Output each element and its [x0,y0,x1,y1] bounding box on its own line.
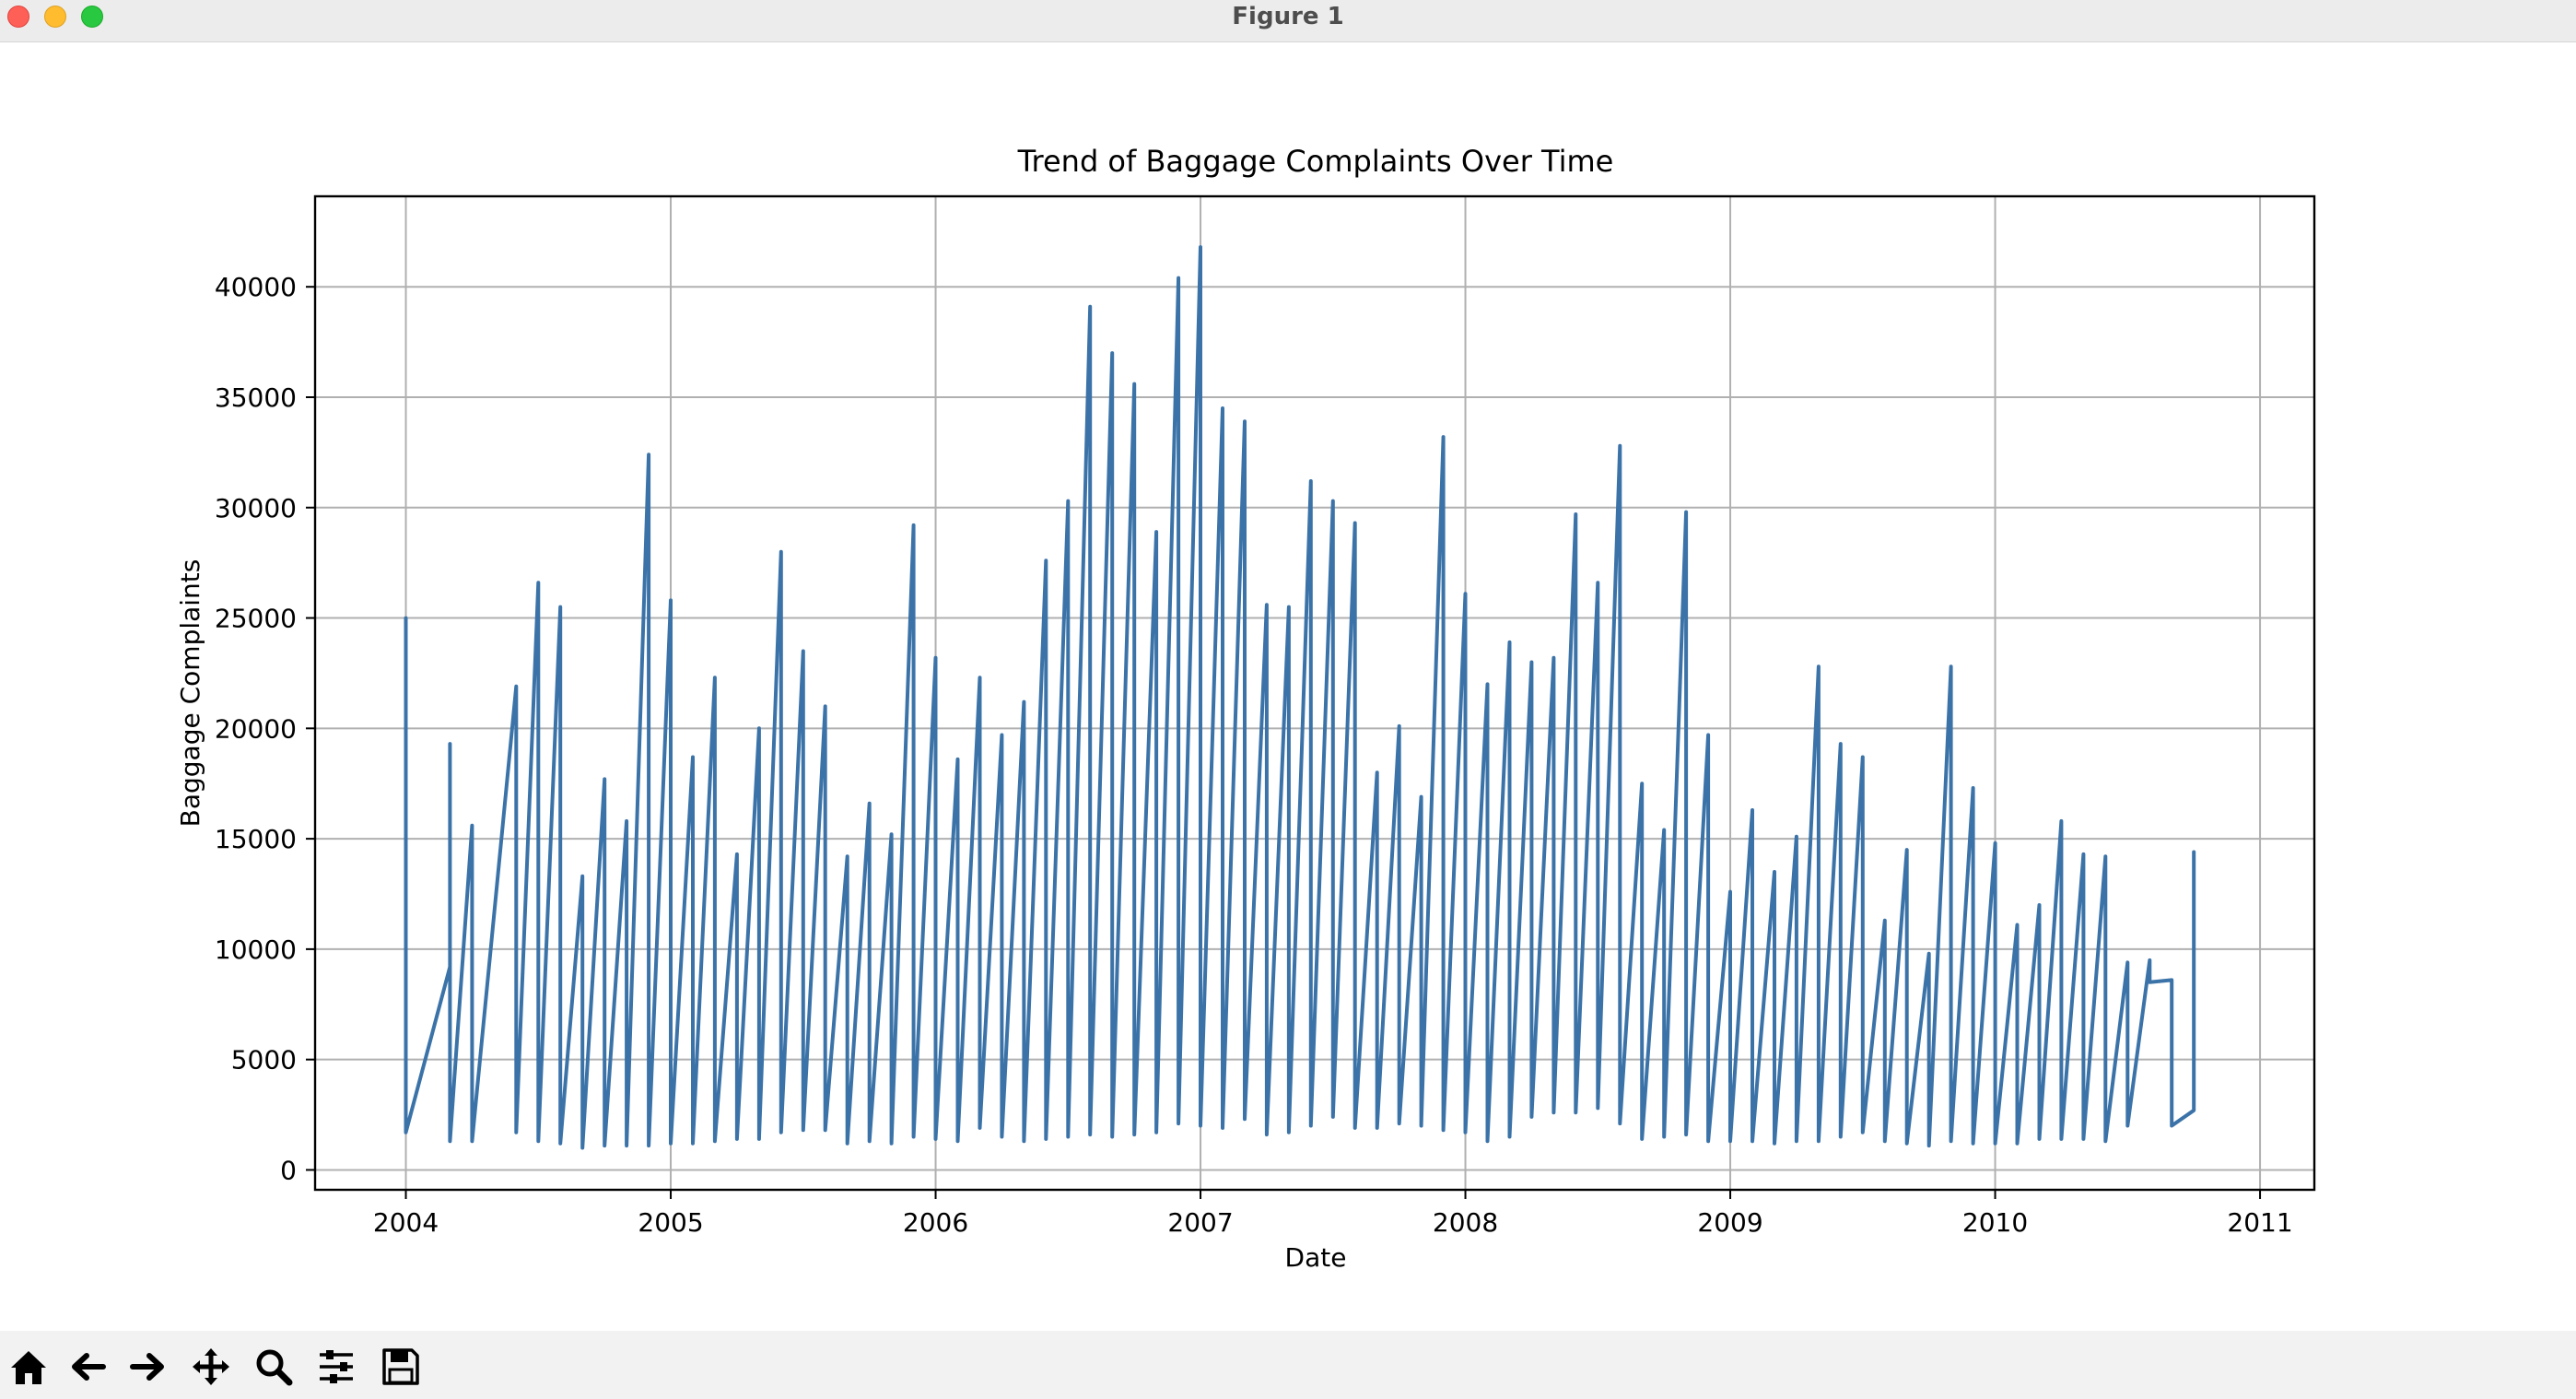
floppy-disk-icon [382,1348,419,1385]
x-tick-label: 2007 [1167,1207,1233,1238]
y-tick-label: 10000 [215,935,297,965]
home-icon [11,1351,46,1384]
zoom-button[interactable] [245,1342,302,1392]
ticks: 2004 2005 2006 2007 2008 2009 2010 2011 0 5000 100… [215,272,2293,1238]
series-line [404,245,2196,1150]
y-tick-label: 20000 [215,713,297,744]
magnifier-icon [256,1349,293,1386]
x-tick-label: 2004 [373,1207,439,1238]
home-button[interactable] [0,1342,57,1392]
line-chart: 2004 2005 2006 2007 2008 2009 2010 2011 0 5000 100… [175,144,2316,1273]
pan-button[interactable] [182,1342,240,1392]
x-tick-label: 2005 [638,1207,703,1238]
x-axis-label: Date [1285,1242,1347,1273]
configure-subplots-button[interactable] [308,1342,365,1392]
window-title: Figure 1 [1232,3,1344,30]
y-tick-label: 0 [280,1155,297,1185]
x-tick-label: 2009 [1697,1207,1762,1238]
move-icon [193,1348,229,1385]
x-tick-label: 2008 [1433,1207,1498,1238]
back-button[interactable] [59,1342,116,1392]
minimize-window-button[interactable] [44,6,66,28]
x-tick-label: 2006 [903,1207,968,1238]
close-window-button[interactable] [7,6,29,28]
y-tick-label: 5000 [231,1045,297,1076]
y-tick-label: 40000 [215,272,297,302]
x-tick-label: 2011 [2227,1207,2292,1238]
figure-canvas[interactable]: 2004 2005 2006 2007 2008 2009 2010 2011 0 5000 100… [0,42,2576,1331]
save-button[interactable] [372,1342,429,1392]
x-tick-label: 2010 [1962,1207,2028,1238]
y-tick-label: 25000 [215,604,297,634]
y-tick-label: 30000 [215,493,297,523]
maximize-window-button[interactable] [81,6,103,28]
chart-title: Trend of Baggage Complaints Over Time [1017,144,1614,179]
forward-button[interactable] [120,1342,177,1392]
y-tick-label: 15000 [215,824,297,854]
arrow-left-icon [72,1353,106,1381]
title-bar: Figure 1 [0,0,2576,42]
axes-frame [313,194,2316,1192]
series-layer [404,245,2196,1150]
navigation-toolbar [0,1331,2576,1399]
sliders-icon [320,1350,353,1383]
y-tick-label: 35000 [215,382,297,413]
y-axis-label: Baggage Complaints [175,559,205,828]
arrow-right-icon [130,1353,164,1381]
